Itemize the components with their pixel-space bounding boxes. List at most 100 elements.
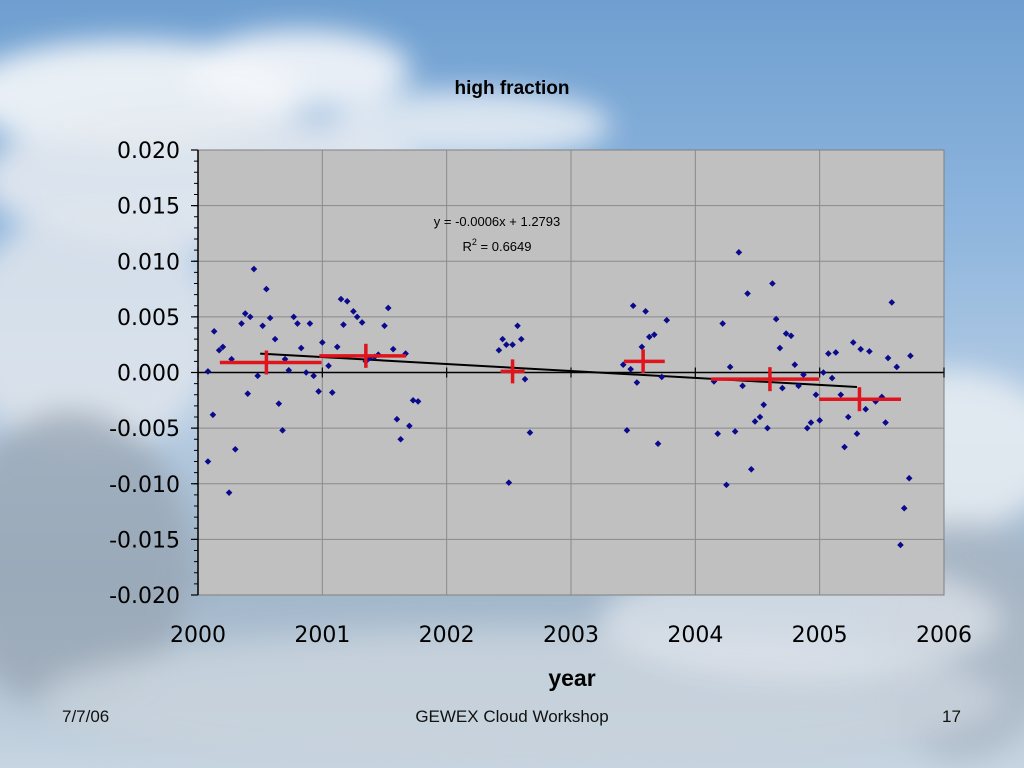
- data-point: [353, 313, 361, 321]
- data-point: [495, 346, 503, 354]
- data-point: [866, 348, 873, 355]
- slide-number: 17: [942, 707, 961, 726]
- data-point: [893, 363, 901, 371]
- data-point: [204, 458, 212, 465]
- data-point: [837, 391, 845, 399]
- data-point: [627, 365, 634, 373]
- data-point: [290, 313, 298, 321]
- data-point: [246, 313, 254, 321]
- data-point: [263, 285, 270, 293]
- data-point: [381, 322, 388, 330]
- data-point: [658, 373, 666, 381]
- trendline-equation: y = -0.0006x + 1.2793: [434, 214, 560, 229]
- data-point: [795, 382, 802, 390]
- x-tick-label: 2002: [419, 623, 475, 648]
- data-point: [302, 369, 310, 376]
- data-point: [315, 388, 322, 395]
- data-point: [358, 319, 366, 326]
- data-point: [787, 332, 795, 340]
- data-point: [857, 345, 864, 353]
- data-point: [219, 343, 227, 351]
- data-point: [343, 298, 351, 305]
- data-point: [816, 417, 823, 424]
- data-point: [638, 343, 646, 351]
- data-point: [907, 352, 914, 360]
- data-point: [747, 465, 755, 473]
- data-point: [521, 375, 529, 383]
- data-point: [337, 295, 345, 303]
- data-point: [832, 349, 840, 356]
- data-point: [764, 424, 771, 432]
- data-point: [841, 443, 848, 451]
- data-point: [350, 308, 357, 315]
- y-tick-label: -0.020: [109, 584, 180, 609]
- data-point: [629, 302, 637, 310]
- data-point: [853, 430, 861, 437]
- data-point: [204, 368, 212, 375]
- data-point: [393, 415, 401, 423]
- data-point: [254, 372, 261, 380]
- data-point: [807, 419, 815, 426]
- data-point: [820, 369, 827, 376]
- data-point: [800, 371, 807, 379]
- data-point: [731, 428, 739, 435]
- y-tick-label: -0.005: [109, 417, 180, 442]
- data-point: [776, 344, 784, 352]
- data-point: [397, 435, 404, 443]
- data-point: [306, 320, 314, 327]
- x-tick-label: 2004: [667, 623, 723, 648]
- data-point: [328, 389, 336, 396]
- data-point: [623, 427, 631, 434]
- trendline-r-squared: R2 = 0.6649: [463, 237, 532, 254]
- x-tick-label: 2000: [170, 623, 226, 648]
- data-point: [739, 382, 746, 390]
- data-point: [719, 320, 726, 327]
- data-point: [651, 331, 658, 338]
- data-point: [241, 310, 249, 317]
- data-point: [825, 350, 832, 357]
- data-point: [285, 366, 293, 374]
- x-tick-label: 2006: [916, 623, 972, 648]
- y-tick-label: 0.005: [117, 306, 180, 331]
- data-point: [514, 322, 521, 330]
- data-point: [228, 355, 235, 363]
- data-point: [279, 427, 286, 434]
- data-point: [723, 481, 730, 489]
- data-point: [509, 341, 516, 348]
- data-point: [384, 304, 392, 312]
- data-point: [526, 429, 534, 436]
- data-point: [663, 316, 671, 324]
- data-point: [244, 390, 252, 397]
- data-point: [791, 361, 799, 369]
- data-point: [849, 339, 857, 346]
- data-point: [744, 290, 751, 297]
- data-point: [772, 315, 780, 323]
- data-point: [271, 335, 279, 343]
- data-point: [389, 345, 397, 353]
- y-tick-label: 0.020: [117, 139, 180, 164]
- plot-area: 0.020 0.015 0.010 0.005 0.000 -0.005 -0.010 -0.…: [109, 139, 972, 648]
- data-point: [760, 401, 768, 409]
- data-point: [275, 400, 283, 407]
- data-point: [325, 362, 332, 370]
- data-point: [769, 280, 776, 287]
- data-point: [897, 541, 904, 549]
- data-point: [888, 299, 896, 306]
- data-point: [646, 333, 653, 341]
- y-tick-label: 0.000: [117, 362, 180, 387]
- data-point: [209, 411, 217, 419]
- data-point: [505, 479, 513, 486]
- x-tick-label: 2005: [792, 623, 848, 648]
- data-point: [756, 413, 764, 421]
- data-point: [812, 391, 820, 399]
- data-point: [882, 419, 889, 426]
- data-point: [281, 355, 289, 363]
- data-point: [402, 350, 409, 357]
- data-point: [503, 341, 510, 348]
- y-tick-label: 0.015: [117, 195, 180, 220]
- data-point: [310, 372, 317, 380]
- data-point: [414, 398, 422, 405]
- data-point: [884, 354, 892, 362]
- data-point: [266, 314, 274, 322]
